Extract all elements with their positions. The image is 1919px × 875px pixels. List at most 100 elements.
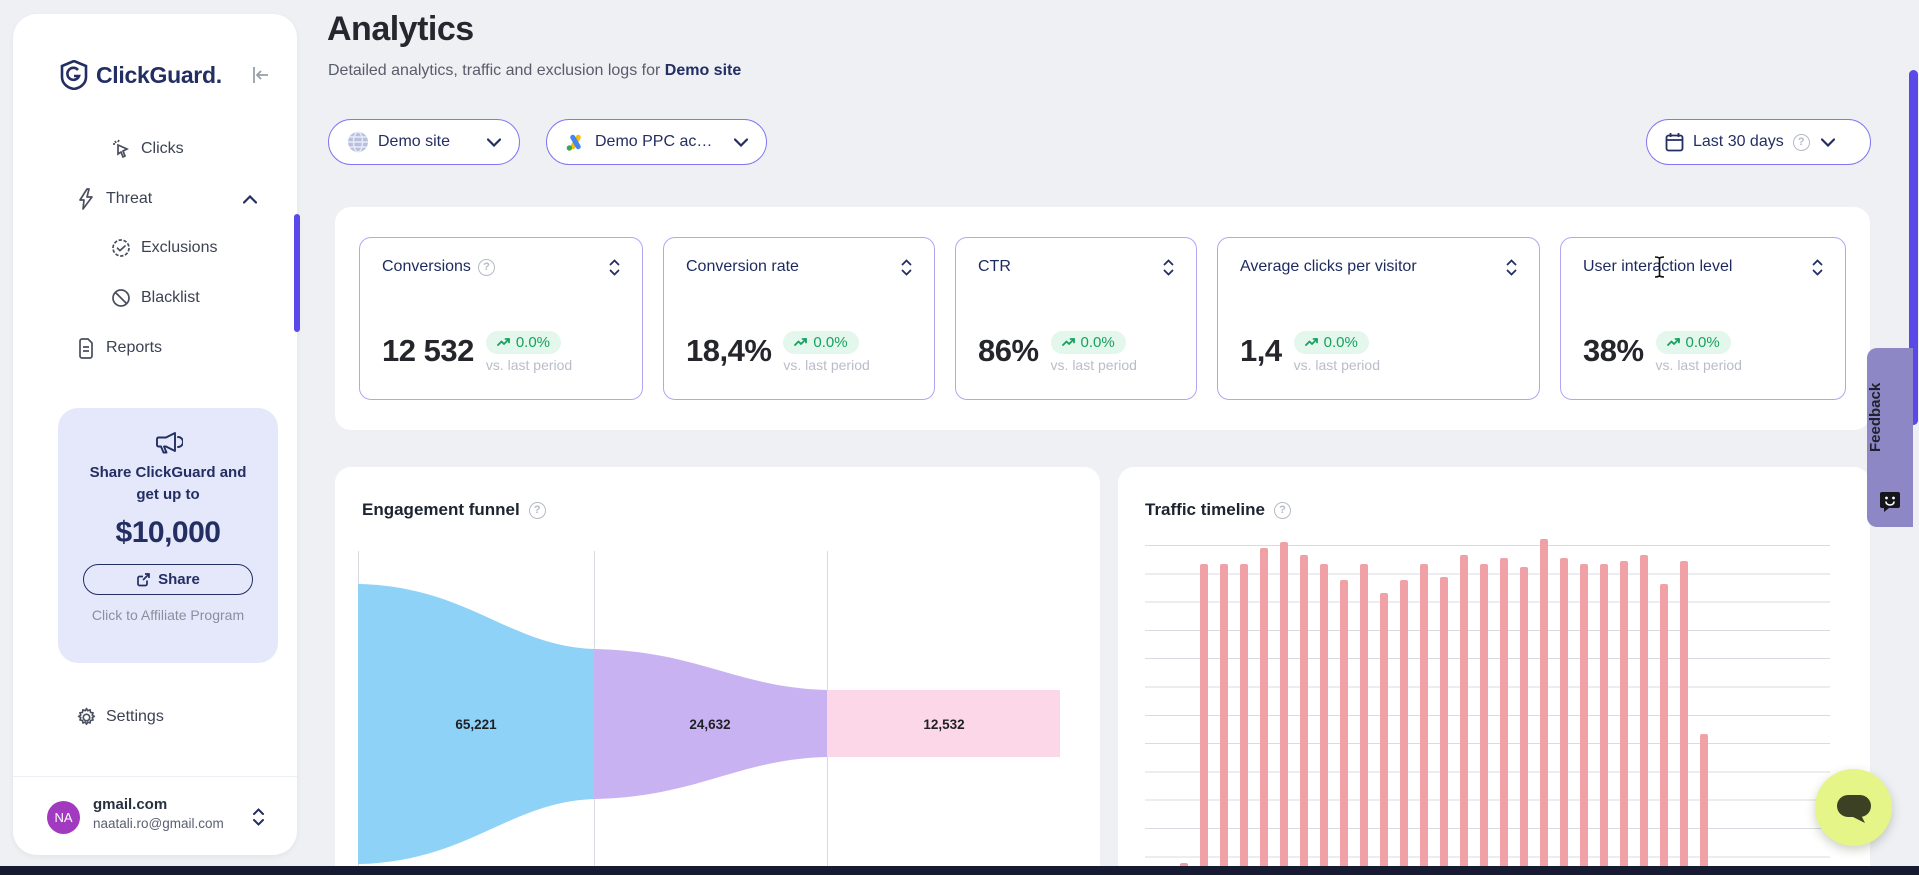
- collapse-sidebar-icon[interactable]: [251, 66, 271, 84]
- affiliate-promo-card: Share ClickGuard and get up to $10,000 S…: [58, 408, 278, 663]
- logo-text: ClickGuard.: [96, 61, 222, 88]
- traffic-bars: [1180, 538, 1708, 866]
- date-range-selector[interactable]: Last 30 days ?: [1646, 119, 1871, 165]
- traffic-bar: [1320, 564, 1328, 866]
- scrollbar-thumb[interactable]: [1909, 70, 1918, 425]
- stat-label: Conversions: [382, 258, 471, 275]
- page-subtitle-site: Demo site: [664, 62, 742, 79]
- sort-metric-icon[interactable]: [901, 258, 912, 276]
- traffic-bar: [1700, 734, 1708, 866]
- bottom-edge-bar: [0, 866, 1919, 875]
- page-subtitle-text: Detailed analytics, traffic and exclusio…: [328, 62, 665, 79]
- sidebar: ClickGuard. Clicks Threat Exclusions Bla…: [13, 14, 300, 855]
- engagement-funnel-card: Engagement funnel? 65,221 24,632 12,532: [335, 467, 1100, 866]
- traffic-bar: [1540, 538, 1548, 866]
- clickguard-logo-icon: [60, 60, 88, 90]
- funnel-value-label: 65,221: [455, 717, 497, 732]
- traffic-plot: [1145, 538, 1830, 866]
- trend-badge: 0.0%: [485, 331, 562, 354]
- stat-card-avg-clicks: Average clicks per visitor 1,4 0.0% vs. …: [1217, 237, 1540, 400]
- traffic-bar: [1340, 580, 1348, 866]
- external-link-icon: [136, 572, 151, 587]
- trend-up-icon: [1666, 338, 1680, 346]
- account-email: naatali.ro@gmail.com: [93, 816, 224, 831]
- traffic-bar: [1280, 541, 1288, 866]
- sidebar-item-label: Exclusions: [141, 239, 218, 256]
- sort-metric-icon[interactable]: [1163, 258, 1174, 276]
- promo-amount: $10,000: [115, 515, 221, 549]
- page-subtitle: Detailed analytics, traffic and exclusio…: [328, 62, 741, 80]
- chevron-up-icon[interactable]: [243, 194, 257, 204]
- traffic-bar: [1300, 554, 1308, 866]
- traffic-bar: [1600, 564, 1608, 866]
- vs-last-period: vs. last period: [1655, 357, 1742, 373]
- sidebar-item-label: Settings: [106, 708, 164, 725]
- sidebar-item-settings[interactable]: Settings: [13, 697, 297, 737]
- ppc-account-value: Demo PPC ac…: [595, 133, 713, 150]
- traffic-bar: [1640, 554, 1648, 866]
- stat-label: Average clicks per visitor: [1240, 258, 1417, 275]
- help-icon[interactable]: ?: [528, 501, 546, 519]
- stat-value: 38%: [1583, 333, 1644, 368]
- traffic-timeline-card: Traffic timeline?: [1118, 467, 1870, 866]
- stat-card-conversions: Conversions? 12 532 0.0% vs. last period: [359, 237, 643, 400]
- traffic-bar: [1460, 554, 1468, 866]
- stat-card-ctr: CTR 86% 0.0% vs. last period: [955, 237, 1197, 400]
- trend-up-icon: [1061, 338, 1075, 346]
- sidebar-item-threat[interactable]: Threat: [13, 179, 297, 219]
- funnel-chart: 65,221 24,632 12,532: [358, 551, 1060, 866]
- sidebar-item-clicks[interactable]: Clicks: [13, 129, 297, 169]
- trend-badge: 0.0%: [1050, 331, 1126, 354]
- site-selector-value: Demo site: [378, 133, 451, 150]
- stat-value: 18,4%: [686, 333, 772, 368]
- traffic-bar: [1380, 593, 1388, 866]
- megaphone-icon: [153, 428, 183, 456]
- share-button-label: Share: [158, 570, 200, 588]
- help-icon[interactable]: ?: [477, 258, 495, 276]
- sidebar-item-label: Blacklist: [141, 289, 200, 306]
- sidebar-item-label: Reports: [106, 339, 163, 356]
- active-section-indicator: [294, 214, 300, 332]
- trend-value: 0.0%: [813, 334, 848, 351]
- sidebar-item-reports[interactable]: Reports: [13, 328, 297, 368]
- sort-metric-icon[interactable]: [1506, 258, 1517, 276]
- feedback-tab[interactable]: Feedback: [1867, 348, 1913, 527]
- chevron-down-icon: [734, 137, 748, 147]
- sidebar-divider: [13, 776, 297, 777]
- traffic-bar: [1420, 564, 1428, 866]
- trend-up-icon: [496, 338, 510, 346]
- stat-card-interaction-level: User interaction level 38% 0.0% vs. last…: [1560, 237, 1846, 400]
- account-name: gmail.com: [93, 796, 168, 813]
- sidebar-item-blacklist[interactable]: Blacklist: [13, 278, 297, 318]
- traffic-bar: [1360, 564, 1368, 866]
- feedback-smiley-icon: [1879, 491, 1901, 513]
- logo: ClickGuard.: [60, 54, 271, 96]
- traffic-bar: [1260, 548, 1268, 866]
- trend-value: 0.0%: [1080, 334, 1115, 351]
- site-selector[interactable]: Demo site: [328, 119, 520, 165]
- trend-up-icon: [1304, 338, 1318, 346]
- sort-metric-icon[interactable]: [609, 258, 620, 276]
- traffic-bar: [1200, 564, 1208, 866]
- affiliate-link[interactable]: Click to Affiliate Program: [91, 606, 245, 623]
- gear-icon: [75, 707, 97, 728]
- share-button[interactable]: Share: [83, 563, 253, 595]
- stat-value: 12 532: [382, 333, 474, 368]
- stat-label: Conversion rate: [686, 258, 799, 275]
- help-icon[interactable]: ?: [1273, 501, 1291, 519]
- sidebar-item-exclusions[interactable]: Exclusions: [13, 228, 297, 268]
- threat-bolt-icon: [75, 188, 97, 210]
- chat-launcher-button[interactable]: [1815, 769, 1892, 846]
- trend-value: 0.0%: [1323, 334, 1358, 351]
- date-range-value: Last 30 days: [1693, 133, 1784, 150]
- traffic-bar: [1440, 577, 1448, 866]
- sort-metric-icon[interactable]: [1812, 258, 1823, 276]
- traffic-bar: [1240, 564, 1248, 866]
- sidebar-item-label: Threat: [106, 190, 153, 207]
- globe-icon: [347, 131, 369, 153]
- document-icon: [75, 337, 97, 359]
- account-switcher[interactable]: NA gmail.com naatali.ro@gmail.com: [13, 789, 297, 845]
- funnel-stage-3: [827, 690, 1060, 757]
- ppc-account-selector[interactable]: Demo PPC ac…: [546, 119, 767, 165]
- traffic-bar: [1660, 583, 1668, 866]
